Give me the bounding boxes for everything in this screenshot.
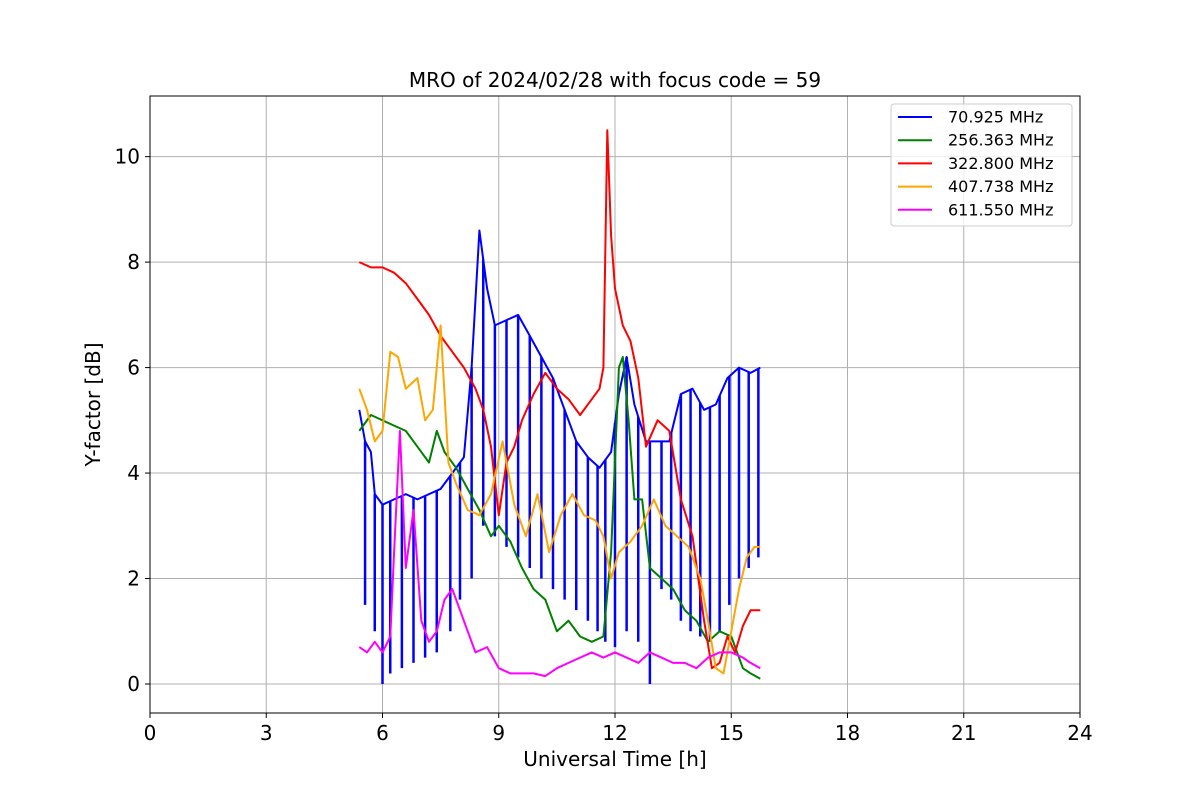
legend-label: 70.925 MHz [948,108,1043,127]
legend-label: 322.800 MHz [948,154,1053,173]
legend-label: 407.738 MHz [948,177,1053,196]
series-line-256-363-mhz [358,356,761,680]
legend: 70.925 MHz 256.363 MHz 322.800 MHz 407.738 … [890,103,1073,227]
y-tick-label: 4 [127,461,140,485]
series-line-407-738-mhz [358,324,761,675]
legend-frame [890,103,1073,227]
x-tick-label: 0 [144,721,157,745]
y-tick-label: 10 [115,145,140,169]
y-axis-label: Y-factor [dB] [81,342,105,467]
x-tick-label: 21 [951,721,976,745]
x-tick-label: 9 [492,721,505,745]
plot-series [358,129,761,684]
y-tick-label: 2 [127,567,140,591]
series-line-322-800-mhz [358,129,761,670]
x-tick-label: 12 [602,721,627,745]
x-axis-label: Universal Time [h] [523,747,706,771]
y-tick-label: 0 [127,672,140,696]
y-tick-label: 8 [127,250,140,274]
chart-title: MRO of 2024/02/28 with focus code = 59 [409,68,821,92]
y-tick-label: 6 [127,356,140,380]
x-tick-label: 15 [719,721,744,745]
x-tick-label: 6 [376,721,389,745]
legend-label: 611.550 MHz [948,200,1053,219]
legend-label: 256.363 MHz [948,131,1053,150]
x-tick-label: 18 [835,721,860,745]
x-tick-label: 24 [1067,721,1092,745]
series-line-70-925-mhz [358,229,761,506]
x-tick-label: 3 [260,721,273,745]
series-line-611-550-mhz [358,429,761,678]
